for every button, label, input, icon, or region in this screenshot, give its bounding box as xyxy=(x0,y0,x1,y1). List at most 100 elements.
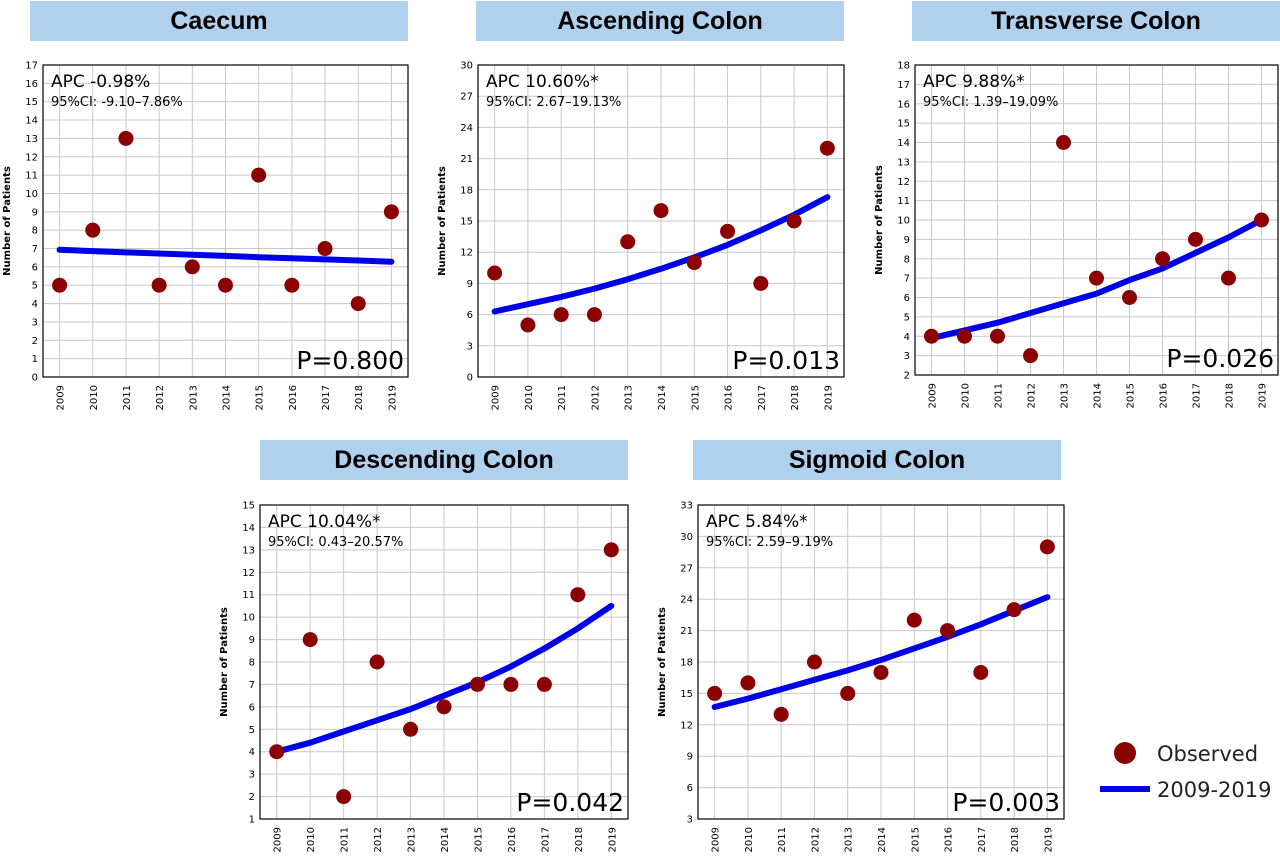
y-tick-label: 10 xyxy=(897,216,910,227)
chart-title-sigmoid-colon: Sigmoid Colon xyxy=(693,440,1061,480)
y-tick-label: 7 xyxy=(249,680,255,691)
x-tick-label: 2009 xyxy=(56,385,67,410)
p-value-label: P=0.800 xyxy=(296,346,404,375)
x-tick-label: 2009 xyxy=(273,827,284,852)
observed-point-2015 xyxy=(251,167,267,183)
x-tick-label: 2019 xyxy=(607,827,618,852)
observed-point-2014 xyxy=(218,277,233,293)
y-tick-label: 12 xyxy=(242,568,255,579)
observed-point-2011 xyxy=(553,307,569,323)
x-tick-label: 2017 xyxy=(757,385,768,410)
y-tick-label: 11 xyxy=(25,171,38,182)
observed-point-2010 xyxy=(520,317,536,333)
observed-point-2011 xyxy=(990,328,1005,344)
observed-point-2016 xyxy=(503,676,519,692)
observed-point-2014 xyxy=(873,664,889,680)
x-tick-label: 2013 xyxy=(188,385,199,410)
observed-point-2010 xyxy=(740,675,756,691)
observed-point-2013 xyxy=(403,721,419,737)
y-tick-label: 9 xyxy=(32,207,38,218)
observed-point-2015 xyxy=(906,612,922,628)
fit-line-2009-2019 xyxy=(491,194,831,315)
fit-line-2009-2019 xyxy=(56,246,395,265)
observed-point-2011 xyxy=(118,130,134,146)
x-tick-label: 2012 xyxy=(810,827,821,852)
chart-ascending-colon: 0 3 6 9 12 15 18 21 24 27 30 2009 2010 2011 2012 2013 20… xyxy=(437,61,845,410)
observed-point-2012 xyxy=(806,654,822,670)
y-tick-label: 7 xyxy=(904,274,910,285)
x-tick-label: 2010 xyxy=(89,385,100,410)
x-tick-label: 2013 xyxy=(624,385,635,410)
y-axis-label: Number of Patients xyxy=(874,165,885,275)
observed-point-2013 xyxy=(840,685,856,701)
y-tick-label: 3 xyxy=(467,341,473,352)
y-axis-label: Number of Patients xyxy=(219,607,230,717)
x-tick-label: 2016 xyxy=(507,827,518,852)
observed-point-2017 xyxy=(1188,231,1203,247)
y-tick-label: 7 xyxy=(32,244,38,255)
x-tick-label: 2009 xyxy=(928,383,939,408)
x-tick-label: 2014 xyxy=(657,385,668,410)
fit-line-2009-2019 xyxy=(928,217,1265,342)
x-tick-label: 2015 xyxy=(255,385,266,410)
x-tick-label: 2017 xyxy=(1192,383,1203,408)
observed-point-2011 xyxy=(336,789,352,805)
x-tick-label: 2013 xyxy=(844,827,855,852)
x-tick-label: 2014 xyxy=(1093,383,1104,408)
x-tick-label: 2011 xyxy=(777,827,788,852)
y-tick-label: 2 xyxy=(249,792,255,803)
observed-point-2014 xyxy=(436,699,452,715)
x-tick-label: 2016 xyxy=(288,385,299,410)
y-tick-label: 6 xyxy=(687,783,693,794)
x-tick-label: 2012 xyxy=(1027,383,1038,408)
observed-point-2013 xyxy=(620,234,636,250)
observed-point-2013 xyxy=(184,259,200,275)
y-tick-label: 12 xyxy=(25,152,38,163)
chart-title-transverse-colon: Transverse Colon xyxy=(912,1,1280,41)
x-tick-label: 2010 xyxy=(961,383,972,408)
y-tick-label: 1 xyxy=(249,815,255,826)
y-tick-label: 4 xyxy=(32,299,38,310)
observed-point-2012 xyxy=(586,307,602,323)
p-value-label: P=0.013 xyxy=(732,346,840,375)
y-tick-label: 3 xyxy=(249,770,255,781)
y-tick-label: 1 xyxy=(32,354,38,365)
apc-label: APC 5.84%* xyxy=(706,512,808,532)
y-tick-label: 30 xyxy=(460,61,473,72)
y-tick-label: 15 xyxy=(25,97,38,108)
p-value-label: P=0.042 xyxy=(516,788,624,817)
ci-label: 95%CI: 2.67–19.13% xyxy=(486,95,621,110)
y-tick-label: 14 xyxy=(25,116,38,127)
y-tick-label: 27 xyxy=(680,563,693,574)
y-tick-label: 24 xyxy=(680,595,693,606)
x-tick-label: 2016 xyxy=(724,385,735,410)
y-tick-label: 21 xyxy=(680,626,693,637)
chart-transverse-colon: 2 3 4 5 6 7 8 9 10 11 12 13 14 15 16 17 18 2009 2010 2011 20… xyxy=(874,61,1279,408)
plot-frame xyxy=(477,64,845,378)
y-tick-label: 8 xyxy=(249,658,255,669)
observed-point-2018 xyxy=(786,213,802,229)
apc-label: APC 10.04%* xyxy=(268,512,380,532)
x-tick-label: 2012 xyxy=(590,385,601,410)
observed-point-2009 xyxy=(487,265,503,281)
y-tick-label: 12 xyxy=(680,720,693,731)
apc-label: APC 9.88%* xyxy=(923,72,1025,92)
y-tick-label: 11 xyxy=(897,196,910,207)
legend-observed-marker xyxy=(1114,742,1136,764)
x-tick-label: 2018 xyxy=(574,827,585,852)
y-tick-label: 15 xyxy=(897,119,910,130)
y-tick-label: 14 xyxy=(242,523,255,534)
y-tick-label: 14 xyxy=(897,138,910,149)
y-tick-label: 0 xyxy=(467,373,473,384)
observed-point-2018 xyxy=(570,587,586,603)
y-axis-label: Number of Patients xyxy=(657,607,668,717)
x-tick-label: 2019 xyxy=(1043,827,1054,852)
observed-point-2017 xyxy=(317,241,333,257)
chart-title-ascending-colon: Ascending Colon xyxy=(476,1,844,41)
y-tick-label: 30 xyxy=(680,532,693,543)
fit-line-2009-2019 xyxy=(273,602,615,755)
plot-frame xyxy=(697,504,1065,820)
observed-point-2014 xyxy=(653,203,669,219)
p-value-label: P=0.003 xyxy=(952,788,1060,817)
